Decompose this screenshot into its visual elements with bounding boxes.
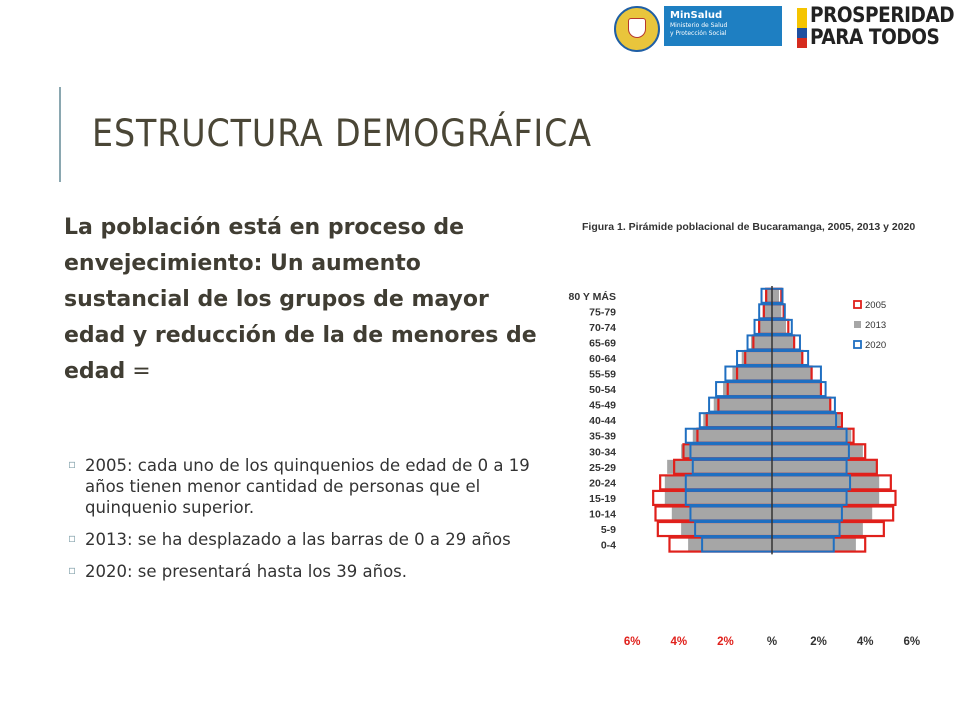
- category-label: 60-64: [589, 353, 616, 365]
- bar-2020: [746, 334, 801, 351]
- category-label: 0-4: [601, 540, 616, 552]
- bar-2020: [684, 489, 848, 506]
- bullet-marker: ▫: [68, 457, 77, 471]
- category-label: 30-34: [589, 446, 616, 458]
- category-label: 20-24: [589, 477, 616, 489]
- title-accent-bar: [59, 87, 61, 182]
- bar-2020: [684, 474, 852, 491]
- x-tick-label: 2%: [717, 636, 734, 648]
- population-pyramid-chart: Figura 1. Pirámide poblacional de Bucara…: [569, 221, 921, 648]
- bar-2020: [694, 521, 841, 538]
- bullet-item: ▫ 2013: se ha desplazado a las barras de …: [68, 529, 538, 550]
- category-label: 40-44: [589, 415, 616, 427]
- bar-2020: [691, 458, 848, 475]
- legend-label: 2020: [865, 340, 886, 351]
- bar-2020: [689, 505, 843, 522]
- flag-stripe-red: [797, 38, 807, 48]
- legend-label: 2005: [865, 300, 886, 311]
- legend-swatch: [854, 321, 861, 328]
- bar-2020: [715, 381, 827, 398]
- category-label: 50-54: [589, 384, 616, 396]
- bullet-text: 2005: cada uno de los quinquenios de eda…: [85, 456, 530, 517]
- category-label: 70-74: [589, 322, 616, 334]
- slide-title: ESTRUCTURA DEMOGRÁFICA: [92, 112, 592, 155]
- minsalud-line2: y Protección Social: [670, 30, 727, 37]
- legend-swatch: [853, 340, 862, 349]
- lead-paragraph: La población está en proceso de envejeci…: [64, 210, 544, 390]
- category-label: 80 Y MÁS: [569, 290, 616, 303]
- bullet-text: 2013: se ha desplazado a las barras de 0…: [85, 530, 511, 549]
- lead-text: La población está en proceso de envejeci…: [64, 215, 537, 384]
- colombia-shield-logo: [614, 6, 660, 52]
- bar-2020: [701, 536, 835, 553]
- chart-title: Figura 1. Pirámide poblacional de Bucara…: [582, 221, 915, 233]
- x-tick-label: 4%: [857, 636, 874, 648]
- bullet-item: ▫ 2005: cada uno de los quinquenios de ed…: [68, 455, 538, 518]
- legend-label: 2013: [865, 320, 886, 331]
- prosperidad-line1: PROSPERIDAD: [810, 3, 955, 27]
- bullet-list: ▫ 2005: cada uno de los quinquenios de ed…: [68, 455, 538, 593]
- legend-swatch: [853, 300, 862, 309]
- x-tick-label: 6%: [624, 636, 641, 648]
- x-tick-label: %: [767, 636, 777, 648]
- lead-suffix: =: [125, 359, 151, 384]
- bullet-text: 2020: se presentará hasta los 39 años.: [85, 562, 408, 581]
- minsalud-logo: MinSalud Ministerio de Salud y Protecció…: [664, 6, 782, 46]
- flag-stripe-yellow: [797, 8, 807, 28]
- category-label: 15-19: [589, 493, 616, 505]
- bullet-marker: ▫: [68, 563, 77, 577]
- category-label: 75-79: [589, 306, 616, 318]
- bullet-marker: ▫: [68, 531, 77, 545]
- prosperidad-line2: PARA TODOS: [810, 25, 940, 49]
- category-label: 10-14: [589, 508, 616, 520]
- bar-2020: [753, 318, 793, 335]
- bar-2020: [698, 412, 838, 429]
- x-tick-label: 6%: [903, 636, 920, 648]
- x-tick-label: 4%: [670, 636, 687, 648]
- category-label: 35-39: [589, 431, 616, 443]
- bar-2020: [689, 443, 850, 460]
- category-label: 5-9: [601, 524, 616, 536]
- category-label: 25-29: [589, 462, 616, 474]
- flag-stripe-blue: [797, 28, 807, 38]
- bar-2020: [724, 365, 822, 382]
- category-label: 45-49: [589, 400, 616, 412]
- bar-2020: [684, 427, 848, 444]
- category-label: 55-59: [589, 369, 616, 381]
- colombia-flag-icon: [797, 8, 807, 48]
- minsalud-name: MinSalud: [670, 10, 723, 21]
- prosperidad-logo: PROSPERIDAD PARA TODOS: [810, 3, 955, 49]
- category-label: 65-69: [589, 337, 616, 349]
- minsalud-line1: Ministerio de Salud: [670, 22, 728, 29]
- bullet-item: ▫ 2020: se presentará hasta los 39 años.: [68, 561, 538, 582]
- x-tick-label: 2%: [810, 636, 827, 648]
